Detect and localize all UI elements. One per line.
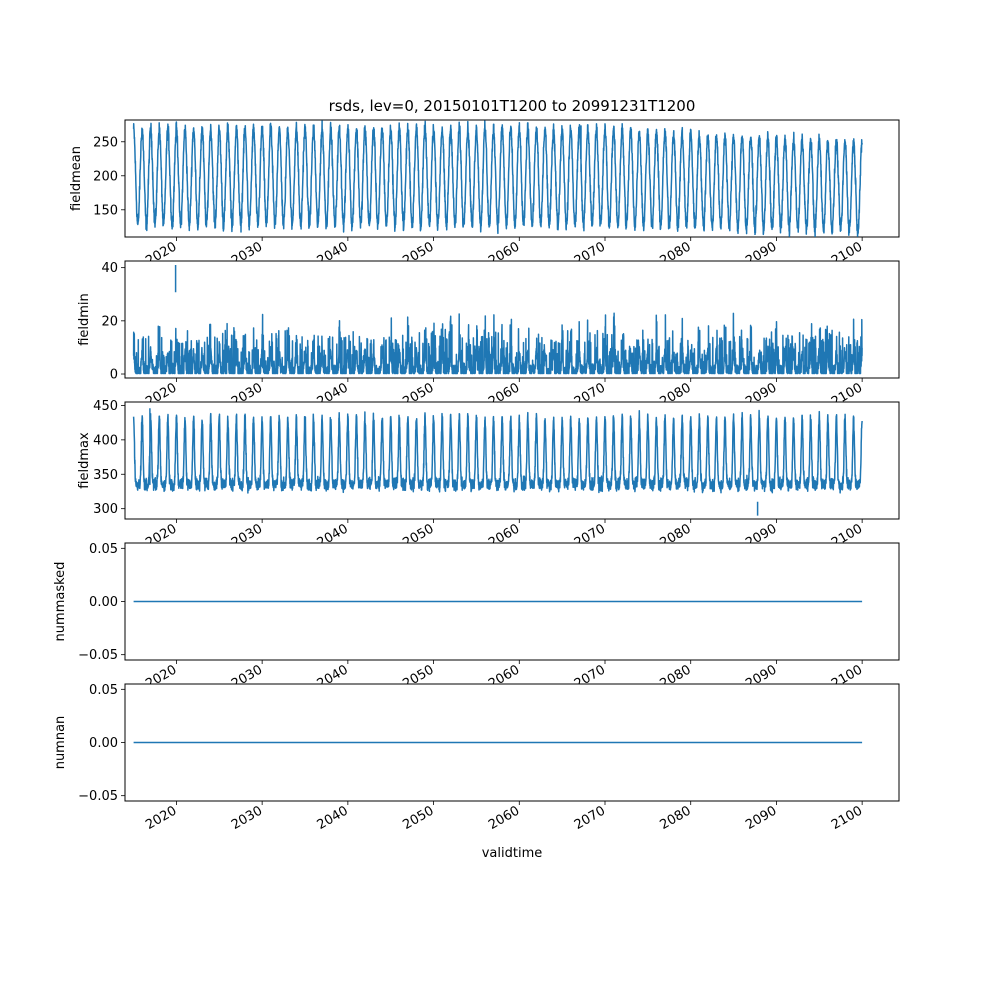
x-axis-label: validtime (482, 846, 543, 861)
numnan-x-tick-label: 2030 (229, 803, 265, 833)
fieldmin-y-tick-label: 20 (101, 314, 118, 329)
fieldmin-series-line (132, 265, 863, 375)
fieldmin-y-tick-label: 40 (101, 261, 118, 276)
numnan-x-tick-label: 2080 (658, 803, 694, 833)
numnan-y-axis-label: numnan (53, 716, 68, 770)
fieldmean-y-axis-label: fieldmean (69, 146, 84, 211)
numnan-x-tick-label: 2100 (829, 803, 865, 833)
numnan-x-tick-label: 2090 (743, 803, 779, 833)
nummasked-y-tick-label: 0.05 (89, 542, 118, 557)
numnan-subplot: −0.05 0.00 0.05 2020 2030 2040 2050 2060 2070 208… (53, 683, 900, 833)
numnan-x-tick-label: 2050 (400, 803, 436, 833)
chart-title: rsds, lev=0, 20150101T1200 to 20991231T1… (329, 97, 696, 115)
numnan-y-tick-label: 0.05 (89, 683, 118, 698)
nummasked-y-tick-label: 0.00 (89, 595, 118, 610)
fieldmax-series-line (132, 408, 863, 516)
fieldmax-y-tick-label: 350 (93, 468, 118, 483)
numnan-x-tick-label: 2040 (315, 803, 351, 833)
fieldmin-y-axis-label: fieldmin (77, 293, 92, 346)
nummasked-y-axis-label: nummasked (53, 562, 68, 642)
numnan-x-tick-label: 2020 (143, 803, 179, 833)
fieldmax-y-tick-label: 400 (93, 433, 118, 448)
nummasked-y-tick-label: −0.05 (78, 648, 118, 663)
fieldmax-y-tick-label: 450 (93, 399, 118, 414)
numnan-y-tick-label: −0.05 (78, 789, 118, 804)
fieldmean-y-tick-label: 200 (93, 169, 118, 184)
fieldmax-y-tick-label: 300 (93, 502, 118, 517)
fieldmin-y-tick-label: 0 (110, 368, 118, 383)
fieldmean-series-line (132, 120, 863, 237)
numnan-y-tick-label: 0.00 (89, 736, 118, 751)
fieldmean-y-tick-label: 150 (93, 203, 118, 218)
numnan-x-tick-label: 2060 (486, 803, 522, 833)
numnan-x-tick-label: 2070 (572, 803, 608, 833)
fieldmean-y-tick-label: 250 (93, 135, 118, 150)
fieldmax-y-axis-label: fieldmax (77, 432, 92, 489)
